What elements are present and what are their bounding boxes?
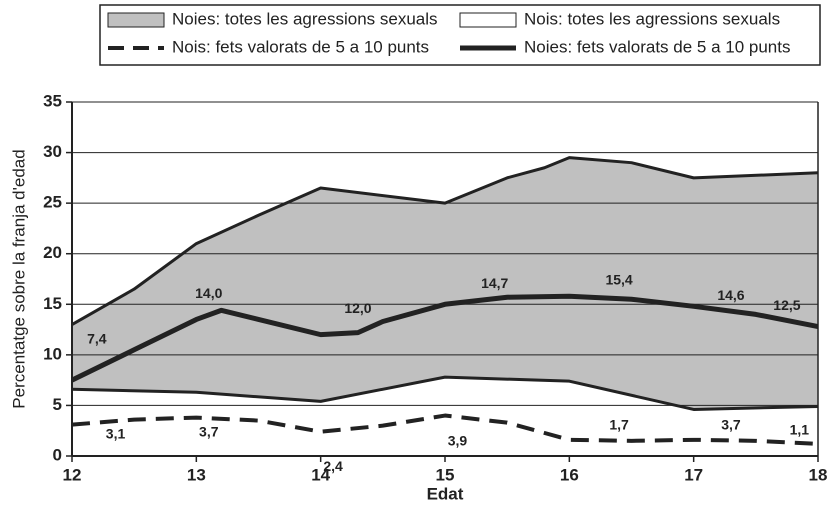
data-annotation: 1,7	[609, 416, 629, 432]
y-tick-label: 25	[43, 193, 62, 212]
x-tick-label: 16	[560, 465, 579, 484]
x-tick-label: 18	[809, 465, 828, 484]
y-tick-label: 35	[43, 91, 62, 110]
legend-label: Noies: totes les agressions sexuals	[172, 9, 438, 28]
x-tick-label: 14	[311, 465, 330, 484]
y-tick-label: 15	[43, 294, 62, 313]
data-annotation: 3,9	[448, 433, 468, 449]
data-annotation: 12,5	[773, 297, 800, 313]
x-tick-label: 15	[436, 465, 455, 484]
data-annotation: 7,4	[87, 330, 107, 346]
y-tick-label: 10	[43, 344, 62, 363]
data-annotation: 1,1	[790, 421, 810, 437]
y-axis-label: Percentatge sobre la franja d'edad	[9, 149, 28, 408]
y-tick-label: 30	[43, 142, 62, 161]
y-tick-label: 0	[53, 445, 62, 464]
legend-swatch	[459, 12, 517, 28]
data-annotation: 3,7	[199, 423, 219, 439]
series-line	[70, 293, 819, 383]
x-axis-label: Edat	[427, 484, 464, 503]
legend-label: Noies: fets valorats de 5 a 10 punts	[524, 37, 791, 56]
series-line	[71, 375, 819, 411]
y-tick-label: 5	[53, 395, 62, 414]
legend-label: Nois: fets valorats de 5 a 10 punts	[172, 37, 429, 56]
legend-swatch	[107, 12, 165, 28]
series-line	[71, 413, 819, 446]
data-annotation: 15,4	[605, 272, 632, 288]
data-annotation: 14,7	[481, 275, 508, 291]
x-tick-label: 17	[684, 465, 703, 484]
data-annotation: 2,4	[323, 458, 343, 474]
series-line	[71, 156, 819, 326]
x-tick-label: 13	[187, 465, 206, 484]
legend-label: Nois: totes les agressions sexuals	[524, 9, 780, 28]
data-annotation: 3,7	[721, 416, 741, 432]
y-tick-label: 20	[43, 243, 62, 262]
x-tick-label: 12	[63, 465, 82, 484]
data-annotation: 12,0	[344, 300, 371, 316]
data-annotation: 3,1	[106, 425, 126, 441]
data-annotation: 14,0	[195, 285, 222, 301]
legend-box	[99, 4, 821, 66]
data-annotation: 14,6	[717, 287, 744, 303]
